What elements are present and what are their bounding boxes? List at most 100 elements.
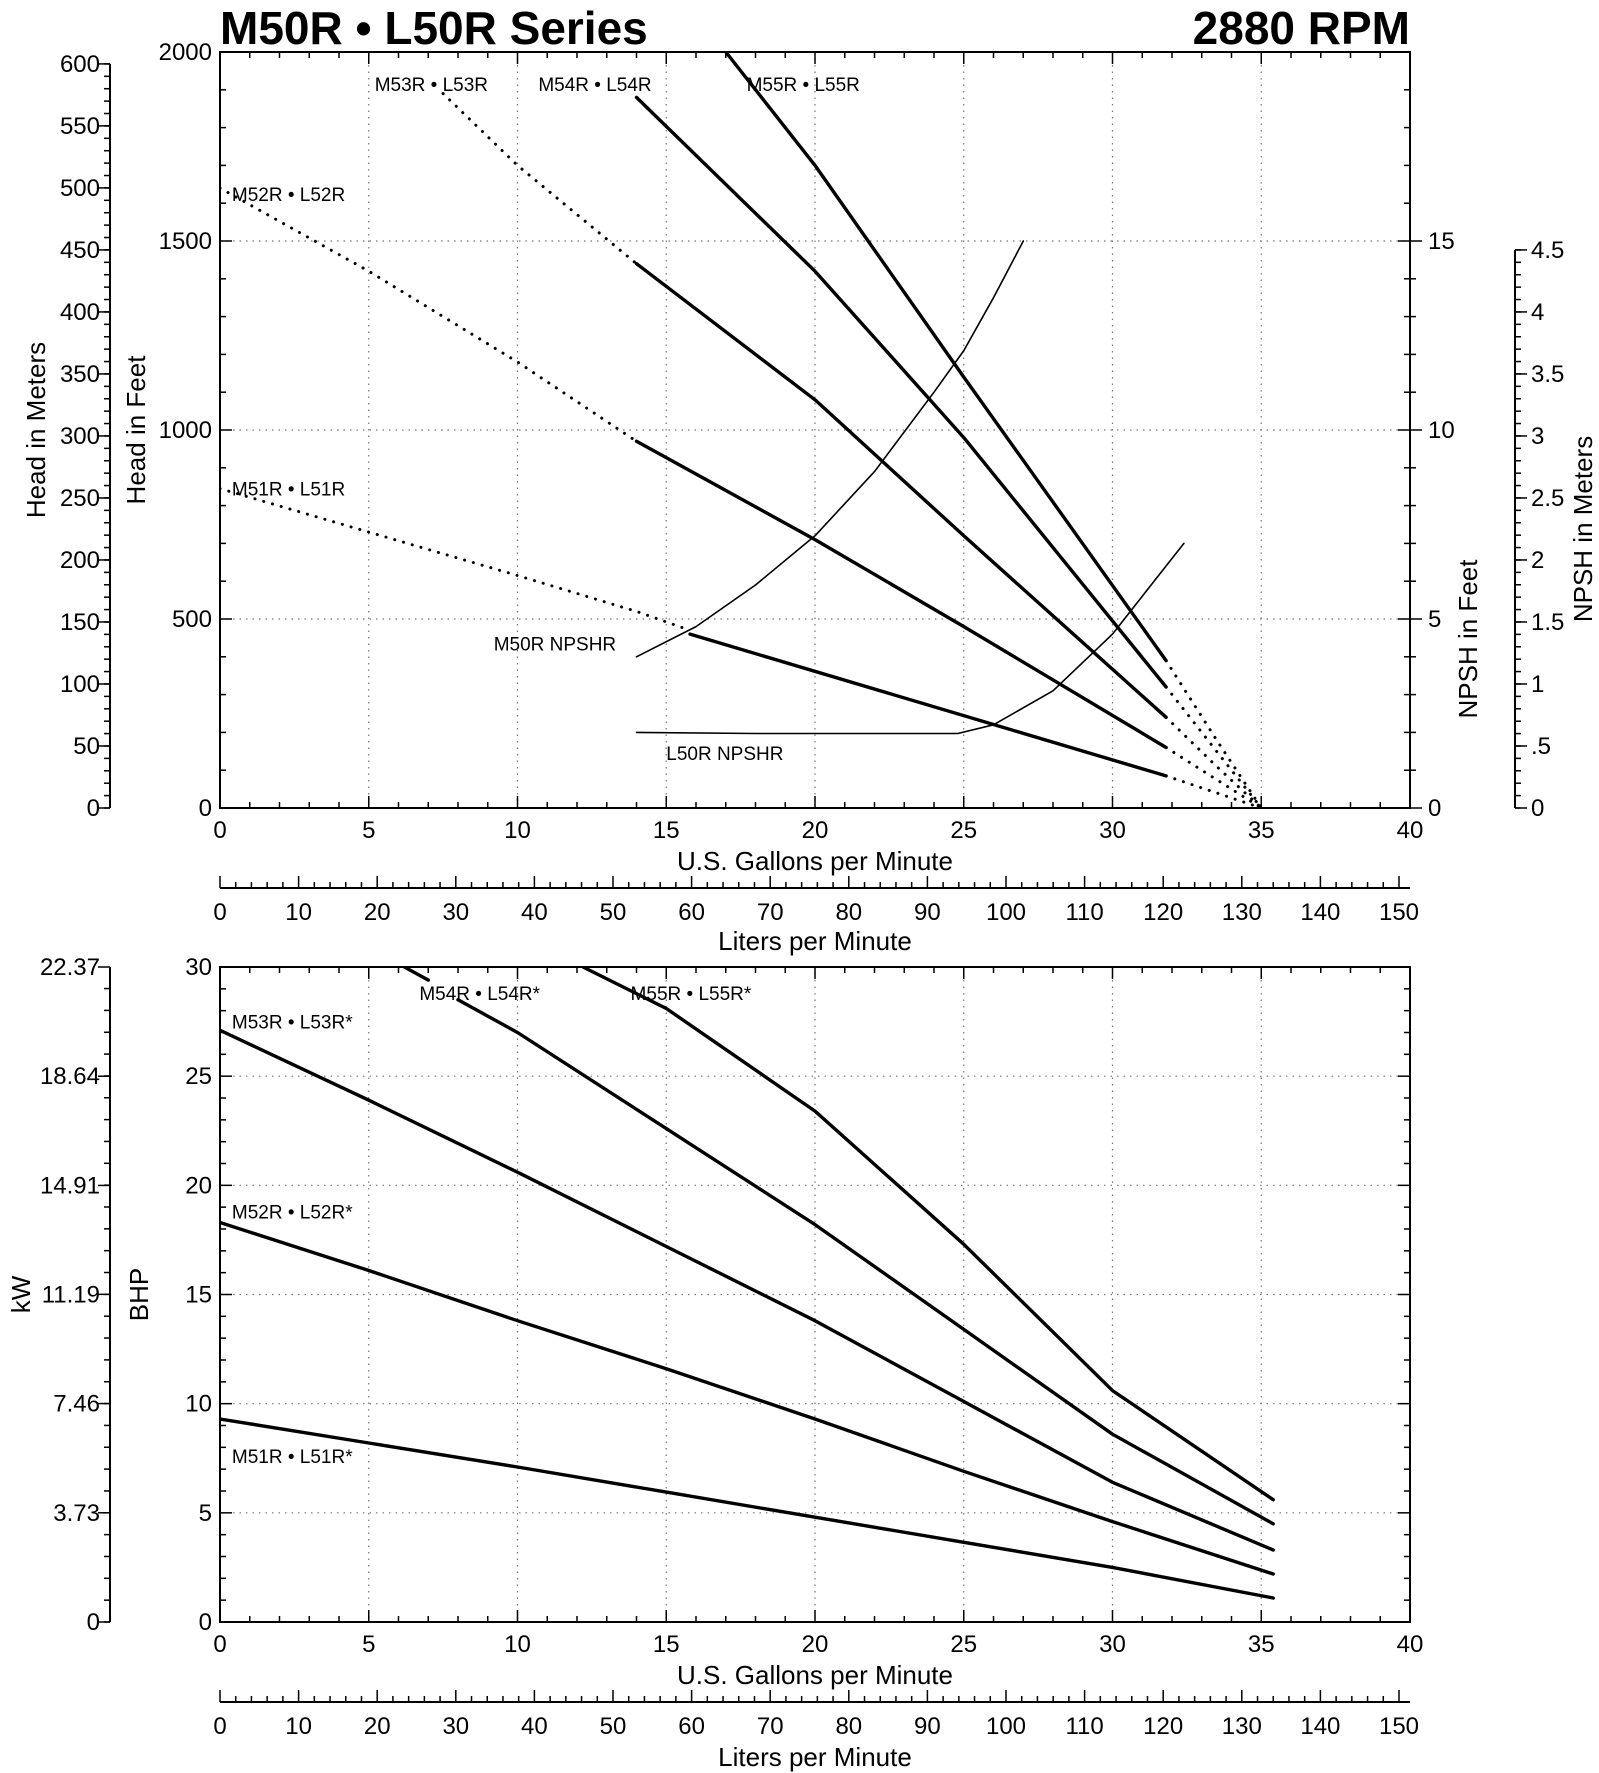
series-m54r-l54r-dotted bbox=[1164, 685, 1263, 808]
x-tick-label: 0 bbox=[213, 1631, 226, 1658]
lpm-tick-label: 150 bbox=[1379, 899, 1419, 926]
x-tick-label: 15 bbox=[653, 1631, 680, 1658]
series-m54r-l54r bbox=[456, 998, 1275, 1526]
series-m51r-l51r-dotted bbox=[1164, 774, 1263, 808]
npsh-feet-tick-label: 5 bbox=[1428, 606, 1441, 633]
y-tick-label: 500 bbox=[172, 606, 212, 633]
curve-label-m52r-l52r: M52R • L52R bbox=[232, 185, 345, 206]
x-tick-label: 25 bbox=[950, 817, 977, 844]
lpm-tick-label: 30 bbox=[442, 899, 469, 926]
npsh-feet-tick-label: 10 bbox=[1428, 417, 1455, 444]
lpm-tick-label: 90 bbox=[914, 899, 941, 926]
y-tick-label: 10 bbox=[185, 1391, 212, 1418]
x-tick-label: 30 bbox=[1099, 1631, 1126, 1658]
y-tick-label: 0 bbox=[199, 795, 212, 822]
series-m51r-l51r-dotted bbox=[220, 487, 692, 632]
head-meters-tick-label: 300 bbox=[60, 423, 100, 450]
x-tick-label: 20 bbox=[802, 1631, 829, 1658]
lpm-tick-label: 70 bbox=[757, 1713, 784, 1740]
series-m55r-l55r-dotted bbox=[1164, 659, 1263, 808]
head-meters-tick-label: 50 bbox=[73, 733, 100, 760]
x-tick-label: 30 bbox=[1099, 817, 1126, 844]
head-meters-tick-label: 150 bbox=[60, 609, 100, 636]
y-tick-label: 2000 bbox=[159, 39, 212, 66]
x-tick-label: 5 bbox=[362, 817, 375, 844]
head-meters-tick-label: 600 bbox=[60, 51, 100, 78]
lpm-tick-label: 50 bbox=[600, 1713, 627, 1740]
npsh-meters-tick-label: 4 bbox=[1531, 299, 1544, 326]
lpm-tick-label: 50 bbox=[600, 899, 627, 926]
npsh-meters-tick-label: 4.5 bbox=[1531, 237, 1564, 264]
lpm-tick-label: 100 bbox=[986, 1713, 1026, 1740]
curve-label-m53r-l53r: M53R • L53R* bbox=[232, 1013, 353, 1034]
lpm-tick-label: 20 bbox=[364, 899, 391, 926]
lpm-tick-label: 70 bbox=[757, 899, 784, 926]
y-axis-title: BHP bbox=[124, 1268, 154, 1321]
head-meters-tick-label: 250 bbox=[60, 485, 100, 512]
npsh-meters-tick-label: .5 bbox=[1531, 733, 1551, 760]
y-tick-label: 1000 bbox=[159, 417, 212, 444]
x-tick-label: 25 bbox=[950, 1631, 977, 1658]
x-tick-label: 15 bbox=[653, 817, 680, 844]
npsh-meters-tick-label: 2.5 bbox=[1531, 485, 1564, 512]
npsh-meters-tick-label: 3.5 bbox=[1531, 361, 1564, 388]
series-m52r-l52r-dotted bbox=[220, 186, 638, 443]
x-tick-label: 10 bbox=[504, 1631, 531, 1658]
head-meters-tick-label: 450 bbox=[60, 237, 100, 264]
series-l50r-npshr bbox=[635, 542, 1185, 735]
y-axis-title: Head in Feet bbox=[121, 355, 151, 505]
power-curves: M54R • L54R* M55R • L55R* M53R • L53R* M52R… bbox=[220, 967, 1275, 1600]
x-tick-label: 5 bbox=[362, 1631, 375, 1658]
series-m51r-l51r bbox=[688, 632, 1168, 778]
lpm-tick-label: 140 bbox=[1300, 899, 1340, 926]
head-meters-tick-label: 0 bbox=[87, 795, 100, 822]
head-curves: M53R • L53R M54R • L54R M55R • L55R M52R • … bbox=[220, 52, 1263, 808]
lpm-axis-title: Liters per Minute bbox=[718, 1742, 912, 1772]
npsh-meters-tick-label: 1 bbox=[1531, 671, 1544, 698]
series-m52r-l52r bbox=[634, 439, 1168, 750]
npsh-meters-tick-label: 0 bbox=[1531, 795, 1544, 822]
head-meters-tick-label: 500 bbox=[60, 175, 100, 202]
y-tick-label: 0 bbox=[199, 1609, 212, 1636]
npsh-meters-title: NPSH in Meters bbox=[1568, 436, 1598, 622]
power-chart: 0 5 10 15 20 25 30 35 40 0 5 10 15 20 25 30 0 10 20 30 40 50 6… bbox=[6, 954, 1423, 1772]
series-m53r-l53r-dotted bbox=[1164, 715, 1263, 808]
kw-tick-label: 0 bbox=[87, 1609, 100, 1636]
lpm-tick-label: 140 bbox=[1300, 1713, 1340, 1740]
lpm-tick-label: 60 bbox=[678, 1713, 705, 1740]
lpm-tick-label: 130 bbox=[1222, 899, 1262, 926]
curve-label-m54r-l54r: M54R • L54R* bbox=[419, 984, 540, 1005]
x-tick-label: 0 bbox=[213, 817, 226, 844]
series-m55r-l55r bbox=[402, 967, 430, 982]
lpm-axis-title: Liters per Minute bbox=[718, 926, 912, 956]
y-tick-label: 25 bbox=[185, 1063, 212, 1090]
series-m52r-l52r-dotted bbox=[1164, 746, 1263, 808]
lpm-tick-label: 60 bbox=[678, 899, 705, 926]
npsh-meters-tick-label: 3 bbox=[1531, 423, 1544, 450]
lpm-tick-label: 10 bbox=[285, 1713, 312, 1740]
series-m53r-l53r-dotted bbox=[441, 92, 638, 266]
y-tick-label: 15 bbox=[185, 1282, 212, 1309]
y-tick-label: 1500 bbox=[159, 228, 212, 255]
series-m53r-l53r bbox=[634, 262, 1168, 719]
lpm-tick-label: 20 bbox=[364, 1713, 391, 1740]
y-tick-label: 20 bbox=[185, 1172, 212, 1199]
npsh-feet-title: NPSH in Feet bbox=[1453, 559, 1483, 719]
lpm-tick-label: 0 bbox=[213, 1713, 226, 1740]
kw-tick-label: 3.73 bbox=[53, 1500, 100, 1527]
x-tick-label: 35 bbox=[1248, 817, 1275, 844]
lpm-tick-label: 120 bbox=[1143, 1713, 1183, 1740]
lpm-tick-label: 110 bbox=[1065, 1713, 1103, 1740]
head-meters-tick-label: 200 bbox=[60, 547, 100, 574]
curve-label-l50r-npshr: L50R NPSHR bbox=[666, 744, 783, 765]
curve-label-m50r-npshr: M50R NPSHR bbox=[494, 635, 616, 656]
x-tick-label: 20 bbox=[802, 817, 829, 844]
y-tick-label: 5 bbox=[199, 1500, 212, 1527]
npsh-feet-tick-label: 0 bbox=[1428, 795, 1441, 822]
kw-axis-title: kW bbox=[6, 1275, 36, 1313]
curve-label-m51r-l51r: M51R • L51R* bbox=[232, 1447, 353, 1468]
lpm-tick-label: 0 bbox=[213, 899, 226, 926]
lpm-tick-label: 40 bbox=[521, 1713, 548, 1740]
lpm-tick-label: 130 bbox=[1222, 1713, 1262, 1740]
